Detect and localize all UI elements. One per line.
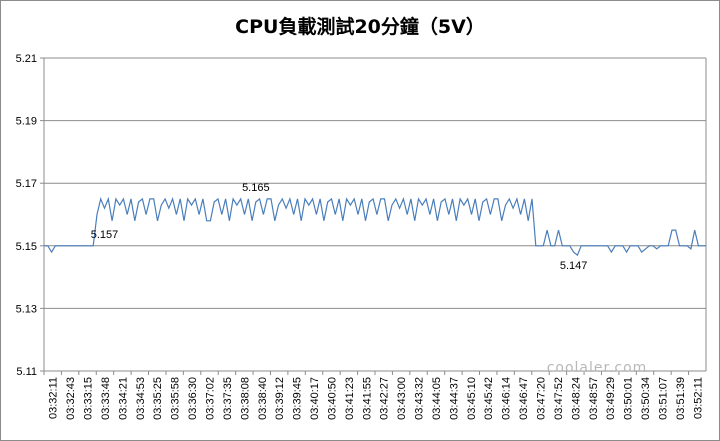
x-tick-label: 03:51:39 <box>675 377 687 420</box>
x-tick-label: 03:47:20 <box>536 377 548 420</box>
series-line <box>44 196 706 257</box>
x-tick-label: 03:44:05 <box>431 377 443 420</box>
x-tick-label: 03:38:40 <box>257 377 269 420</box>
x-tick-label: 03:43:00 <box>396 377 408 420</box>
x-tick-label: 03:41:23 <box>344 377 356 420</box>
gridlines <box>40 57 707 372</box>
watermark-text: coolaler.com <box>547 360 648 376</box>
x-tick-label: 03:52:11 <box>692 377 704 419</box>
x-tick-label: 03:34:53 <box>135 377 147 420</box>
y-tick-label: 5.17 <box>16 178 37 190</box>
x-tick-label: 03:39:45 <box>292 377 304 420</box>
x-tick-label: 03:48:57 <box>588 377 600 420</box>
x-tick-label: 03:32:43 <box>65 377 77 420</box>
y-tick-label: 5.19 <box>16 116 37 128</box>
x-tick-label: 03:32:11 <box>48 377 60 419</box>
x-tick-label: 03:45:42 <box>483 377 495 420</box>
x-tick-label: 03:51:07 <box>657 377 669 420</box>
x-tick-label: 03:43:32 <box>414 377 426 420</box>
data-label: 5.157 <box>91 229 119 241</box>
x-tick-label: 03:49:29 <box>605 377 617 420</box>
y-tick-label: 5.13 <box>16 303 37 315</box>
x-tick-label: 03:46:47 <box>518 377 530 420</box>
x-tick-label: 03:33:15 <box>83 377 95 420</box>
y-tick-label: 5.11 <box>16 366 37 378</box>
x-tick-label: 03:42:27 <box>379 377 391 420</box>
y-tick-label: 5.21 <box>16 53 37 65</box>
x-tick-label: 03:44:37 <box>448 377 460 420</box>
x-tick-label: 03:33:48 <box>100 377 112 420</box>
series-group <box>44 196 706 257</box>
x-tick-label: 03:34:21 <box>117 377 129 420</box>
data-label: 5.165 <box>242 182 270 194</box>
x-tick-label: 03:48:24 <box>570 377 582 420</box>
x-tick-label: 03:37:02 <box>205 377 217 420</box>
x-tick-label: 03:36:30 <box>187 377 199 420</box>
x-tick-label: 03:41:55 <box>361 377 373 420</box>
x-tick-label: 03:35:58 <box>170 377 182 420</box>
x-tick-label: 03:40:17 <box>309 377 321 420</box>
y-tick-label: 5.15 <box>16 241 37 253</box>
data-labels: 5.157 5.165 5.147 <box>91 182 588 272</box>
chart-title: CPU負載測試20分鐘（5V） <box>235 16 485 38</box>
data-label: 5.147 <box>560 260 588 272</box>
watermark: coolaler.com <box>547 360 648 376</box>
x-tick-label: 03:46:14 <box>501 377 513 420</box>
x-tick-label: 03:47:52 <box>553 377 565 420</box>
y-axis-ticks: 5.21 5.19 5.17 5.15 5.13 5.11 <box>16 53 37 378</box>
x-tick-label: 03:40:50 <box>326 377 338 420</box>
x-axis-ticks: 03:32:11 03:32:43 03:33:15 03:33:48 03:34:21… <box>43 371 704 420</box>
x-tick-label: 03:35:25 <box>152 377 164 420</box>
x-tick-label: 03:38:08 <box>239 377 251 420</box>
x-tick-label: 03:39:12 <box>274 377 286 420</box>
x-tick-label: 03:45:10 <box>466 377 478 420</box>
x-tick-label: 03:37:35 <box>222 377 234 420</box>
x-tick-label: 03:50:01 <box>623 377 635 420</box>
x-tick-label: 03:50:34 <box>640 377 652 420</box>
